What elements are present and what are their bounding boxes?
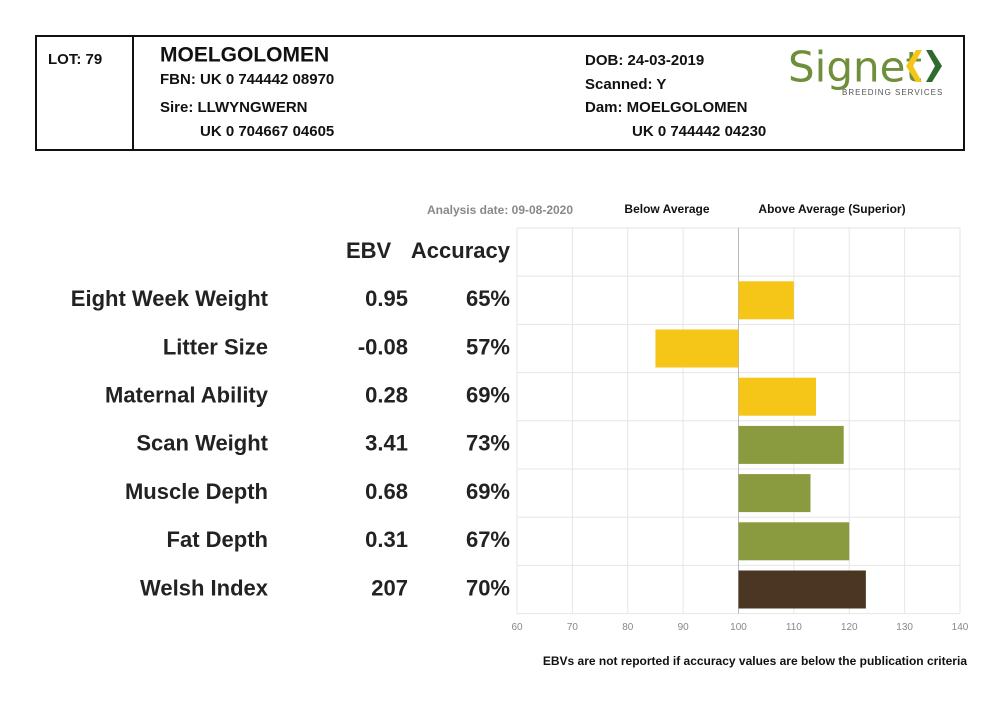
accuracy-value: 65% [466,286,510,311]
analysis-date: Analysis date: 09-08-2020 [427,203,573,217]
x-tick-label: 110 [786,622,802,633]
accuracy-value: 57% [466,334,510,359]
accuracy-value: 69% [466,479,510,504]
scanned: Scanned: Y [585,76,666,93]
lot: LOT: 79 [48,51,102,68]
x-tick-label: 70 [567,622,579,633]
accuracy-value: 67% [466,527,510,552]
trait-label: Welsh Index [140,575,269,600]
bar [655,329,739,368]
ebv-header: EBV [346,238,392,263]
x-tick-label: 100 [730,622,747,633]
dam-id: UK 0 744442 04230 [632,123,766,140]
name: MOELGOLOMEN [160,44,329,67]
footnote: EBVs are not reported if accuracy values… [543,654,967,668]
trait-label: Muscle Depth [125,479,268,504]
logo-chevron [906,50,922,82]
x-tick-label: 140 [952,622,969,633]
trait-label: Litter Size [163,334,268,359]
ebv-value: 0.28 [365,383,408,408]
bar [738,281,794,320]
header-box [35,35,965,151]
accuracy-header: Accuracy [411,238,511,263]
sire: Sire: LLWYNGWERN [160,99,308,116]
dam: Dam: MOELGOLOMEN [585,99,748,116]
trait-label: Eight Week Weight [71,286,269,311]
below-label: Below Average [624,202,709,216]
x-tick-label: 120 [841,622,858,633]
logo-chevron [926,50,942,82]
logo: Signet [788,43,922,92]
accuracy-value: 69% [466,383,510,408]
bar [738,474,811,513]
bar [738,522,850,561]
ebv-value: 3.41 [365,431,408,456]
x-tick-label: 80 [622,622,634,633]
ebv-value: 0.31 [365,527,408,552]
accuracy-value: 73% [466,431,510,456]
dob: DOB: 24-03-2019 [585,52,704,69]
bar [738,570,866,609]
x-tick-label: 60 [511,622,523,633]
fbn: FBN: UK 0 744442 08970 [160,71,334,88]
x-tick-label: 90 [678,622,690,633]
sire-id: UK 0 704667 04605 [200,123,334,140]
trait-label: Scan Weight [136,431,268,456]
logo-sub: BREEDING SERVICES [842,88,943,97]
ebv-value: 0.95 [365,286,408,311]
ebv-value: 0.68 [365,479,408,504]
trait-label: Fat Depth [167,527,268,552]
ebv-value: 207 [371,575,408,600]
bar [738,377,817,416]
x-tick-label: 130 [896,622,913,633]
bar [738,425,844,464]
ebv-value: -0.08 [358,334,408,359]
accuracy-value: 70% [466,575,510,600]
trait-label: Maternal Ability [105,383,269,408]
above-label: Above Average (Superior) [758,202,905,216]
